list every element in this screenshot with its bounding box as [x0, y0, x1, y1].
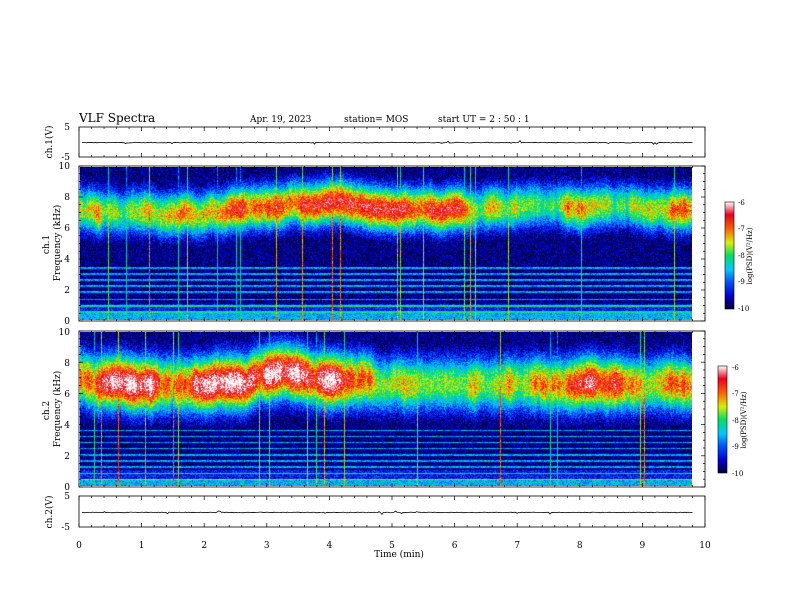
ch1-waveform-xticks	[78, 127, 706, 157]
time-tick-label: 5	[389, 541, 395, 551]
time-tick-label: 4	[327, 541, 333, 551]
ch2-spectrogram-panel: 0 2 4 6 8 10 ch.2 Frequency (kHz)	[42, 328, 706, 493]
time-tick-label: 3	[264, 541, 270, 551]
ch1-ytick-5: 5	[64, 123, 70, 133]
time-tick-label: 7	[514, 541, 520, 551]
ch2-ylabel-freq: Frequency (kHz)	[52, 371, 63, 448]
time-tick-label: 10	[699, 541, 711, 551]
ch2-waveform-panel: 5 -5 ch.2(V)	[44, 492, 706, 533]
ch2-cb-tick-10: -10	[732, 470, 743, 478]
ch2-ylabel-channel: ch.2	[42, 401, 52, 420]
ch2-freq-tick-10: 10	[59, 328, 71, 338]
ch1-waveform-ylabel: ch.1(V)	[44, 126, 55, 159]
ch1-freq-tick-4: 4	[64, 255, 70, 265]
ch1-freq-tick-10: 10	[59, 162, 71, 172]
ch1-cb-tick-10: -10	[738, 305, 749, 313]
ch2-colorbar-bar	[717, 365, 728, 474]
time-tick-label: 1	[139, 541, 145, 551]
ch1-colorbar-bar	[724, 201, 735, 310]
ch2-freq-tick-6: 6	[64, 390, 70, 400]
ch2-freq-tick-0: 0	[64, 483, 70, 493]
ch1-spectrogram-image	[80, 167, 692, 320]
ch2-cb-tick-8: -8	[732, 417, 739, 425]
ch1-freq-tick-8: 8	[64, 193, 70, 203]
ch1-ylabel-channel: ch.1	[42, 235, 52, 254]
ch2-spectrogram-yaxis: 0 2 4 6 8 10	[59, 328, 71, 493]
time-axis: 0 1 2 3 4 5 6 7 8 9 10	[76, 541, 711, 551]
ch1-ytick-neg5: -5	[61, 153, 70, 163]
ch1-cb-tick-7: -7	[738, 225, 745, 233]
ch1-ylabel-freq: Frequency (kHz)	[52, 205, 63, 282]
time-tick-label: 9	[640, 541, 646, 551]
ch2-waveform-ylabel: ch.2(V)	[44, 496, 55, 529]
station-label: station= MOS	[344, 115, 408, 125]
date-label: Apr. 19, 2023	[249, 115, 312, 125]
ch2-waveform-xticks	[78, 496, 706, 527]
ch1-cb-tick-9: -9	[738, 278, 745, 286]
ch2-cb-tick-7: -7	[732, 390, 739, 398]
ch2-ytick-neg5: -5	[61, 523, 70, 533]
time-tick-label: 2	[201, 541, 207, 551]
figure-title: VLF Spectra	[78, 111, 155, 125]
start-ut-label: start UT = 2 : 50 : 1	[438, 115, 530, 125]
ch2-freq-tick-4: 4	[64, 421, 70, 431]
ch2-cb-tick-9: -9	[732, 443, 739, 451]
ch2-waveform-line	[81, 510, 693, 516]
ch2-colorbar: -6 -7 -8 -9 -10 log(PSD)(V²/Hz)	[717, 364, 748, 478]
ch2-freq-tick-2: 2	[64, 452, 70, 462]
ch1-spectrogram-ticks	[78, 165, 706, 322]
ch1-spectrogram-ylabel: ch.1 Frequency (kHz)	[42, 205, 63, 282]
ch1-waveform-panel: 5 -5 ch.1(V)	[44, 123, 706, 163]
ch1-spectrogram-yaxis: 0 2 4 6 8 10	[59, 162, 71, 327]
ch1-freq-tick-2: 2	[64, 286, 70, 296]
time-tick-label: 6	[452, 541, 458, 551]
ch2-spectrogram-ylabel: ch.2 Frequency (kHz)	[42, 371, 63, 448]
ch1-freq-tick-6: 6	[64, 224, 70, 234]
ch1-spectrogram-panel: 0 2 4 6 8 10 ch.1 Frequency (kHz)	[42, 162, 706, 327]
ch1-cb-tick-8: -8	[738, 252, 745, 260]
ch2-colorbar-label: log(PSD)(V²/Hz)	[740, 391, 748, 448]
ch2-waveform-frame	[78, 495, 706, 528]
ch1-waveform-line	[81, 139, 693, 145]
time-axis-label: Time (min)	[374, 549, 424, 560]
time-tick-label: 0	[76, 541, 82, 551]
ch2-spectrogram-image	[80, 332, 692, 486]
ch2-cb-tick-6: -6	[732, 364, 739, 372]
ch1-colorbar-label: log(PSD)(V²/Hz)	[746, 227, 754, 284]
ch2-spectrogram-ticks	[78, 330, 706, 488]
ch1-freq-tick-0: 0	[64, 317, 70, 327]
ch2-freq-tick-8: 8	[64, 359, 70, 369]
time-tick-label: 8	[577, 541, 583, 551]
ch1-colorbar: -6 -7 -8 -9 -10 log(PSD)(V²/Hz)	[724, 199, 754, 313]
ch1-cb-tick-6: -6	[738, 199, 745, 207]
ch2-ytick-5: 5	[64, 492, 70, 502]
